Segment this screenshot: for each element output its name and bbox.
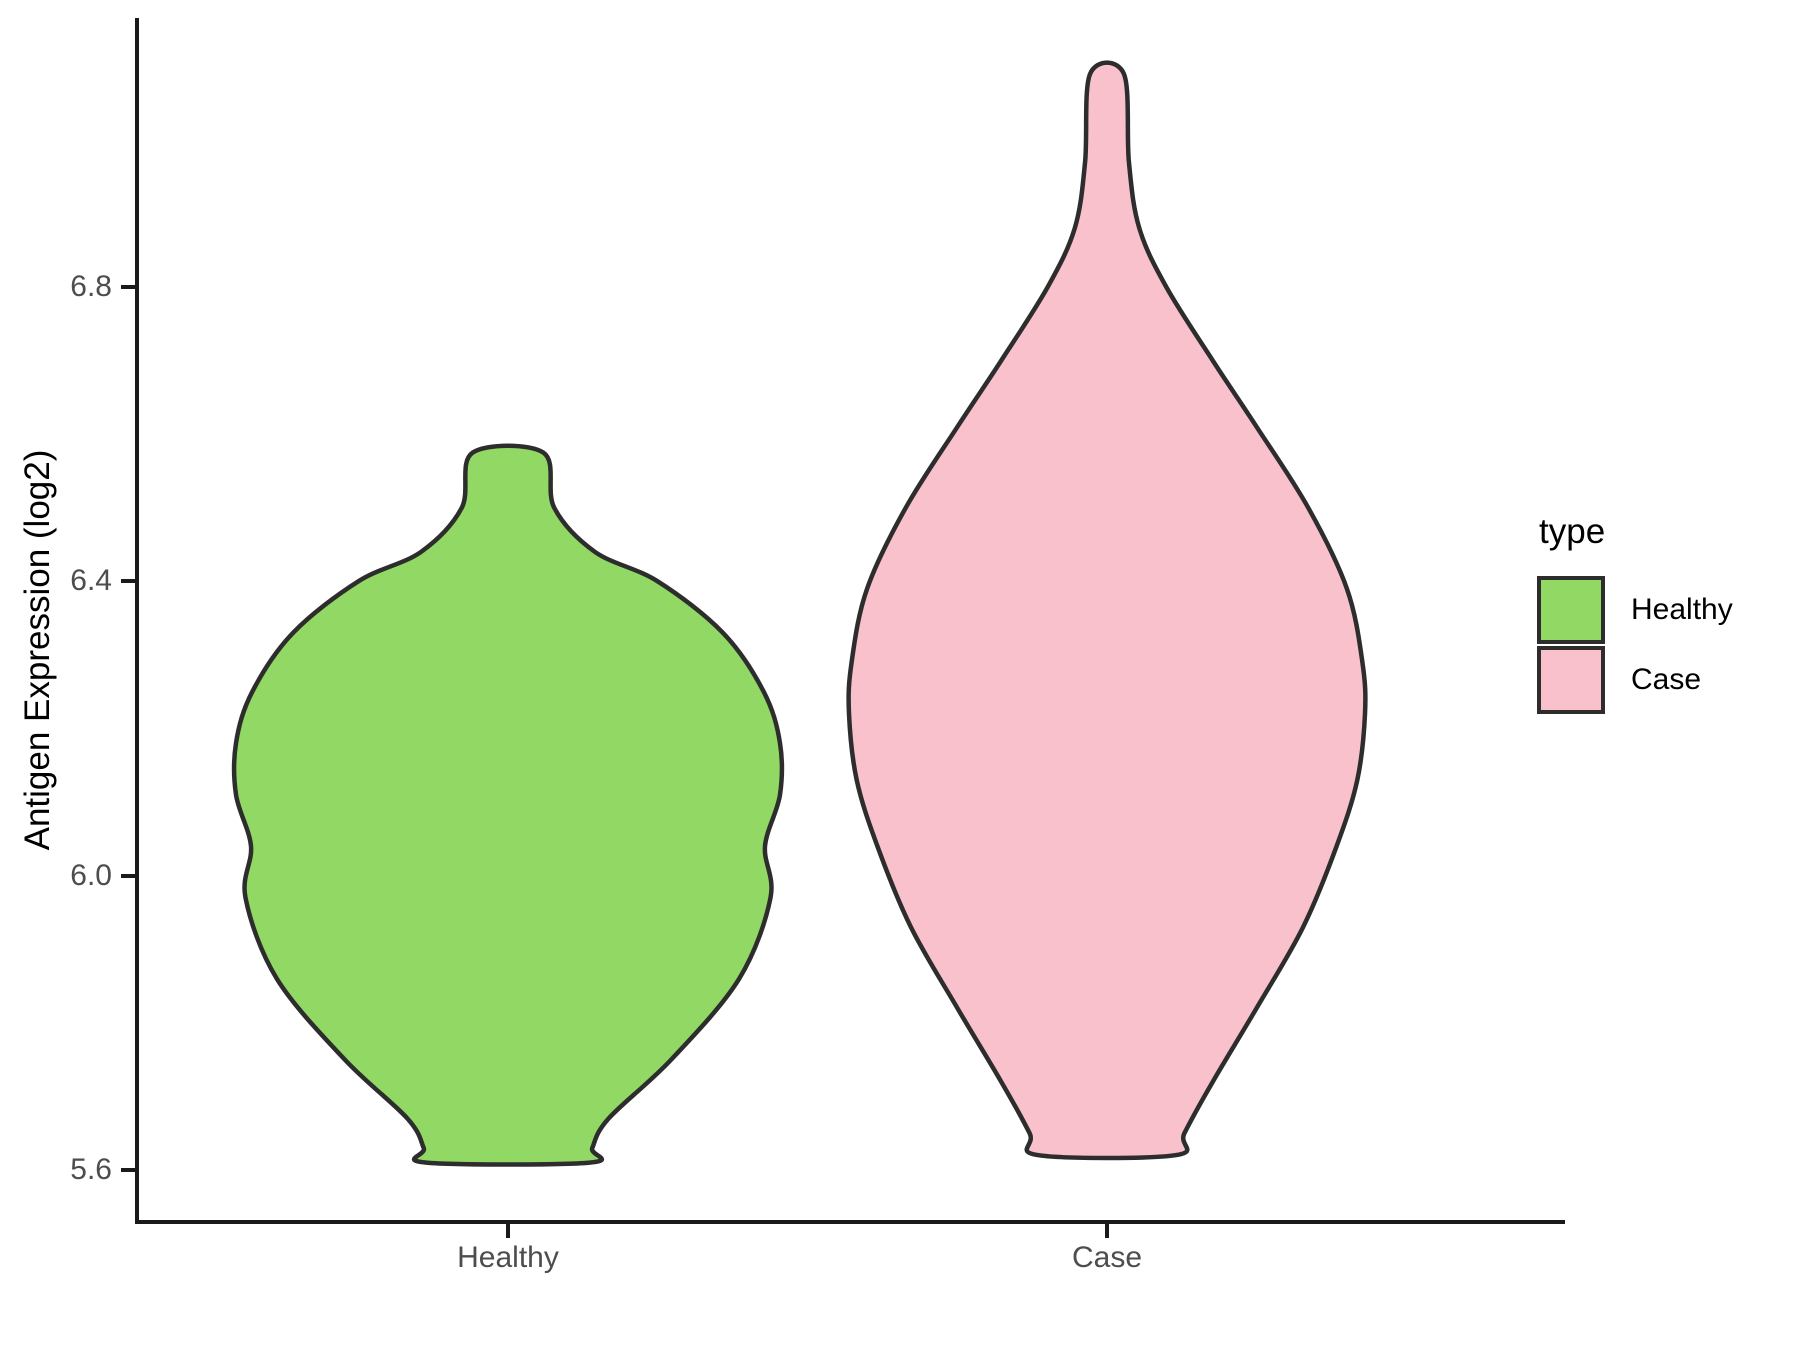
violin-layer bbox=[231, 60, 1368, 1167]
legend-label-healthy: Healthy bbox=[1631, 593, 1733, 626]
y-tick-label-6.8: 6.8 bbox=[70, 270, 112, 303]
y-tick-label-5.6: 5.6 bbox=[70, 1153, 112, 1186]
legend-swatch-case bbox=[1537, 646, 1605, 714]
y-tick-label-6.4: 6.4 bbox=[70, 564, 112, 597]
x-tick-label-case: Case bbox=[1071, 1241, 1143, 1274]
y-axis-title-text: Antigen Expression (log2) bbox=[18, 449, 57, 851]
y-tick-label-6.0: 6.0 bbox=[70, 859, 112, 892]
legend-entry-healthy: Healthy bbox=[1537, 576, 1777, 644]
legend: type Healthy Case bbox=[1537, 512, 1777, 716]
violin-healthy bbox=[231, 443, 785, 1167]
legend-swatch-healthy bbox=[1537, 576, 1605, 644]
legend-title: type bbox=[1539, 512, 1606, 551]
legend-label-case: Case bbox=[1631, 663, 1702, 696]
violin-case bbox=[846, 60, 1368, 1161]
x-tick-label-healthy: Healthy bbox=[457, 1241, 559, 1274]
legend-entry-case: Case bbox=[1537, 646, 1777, 714]
